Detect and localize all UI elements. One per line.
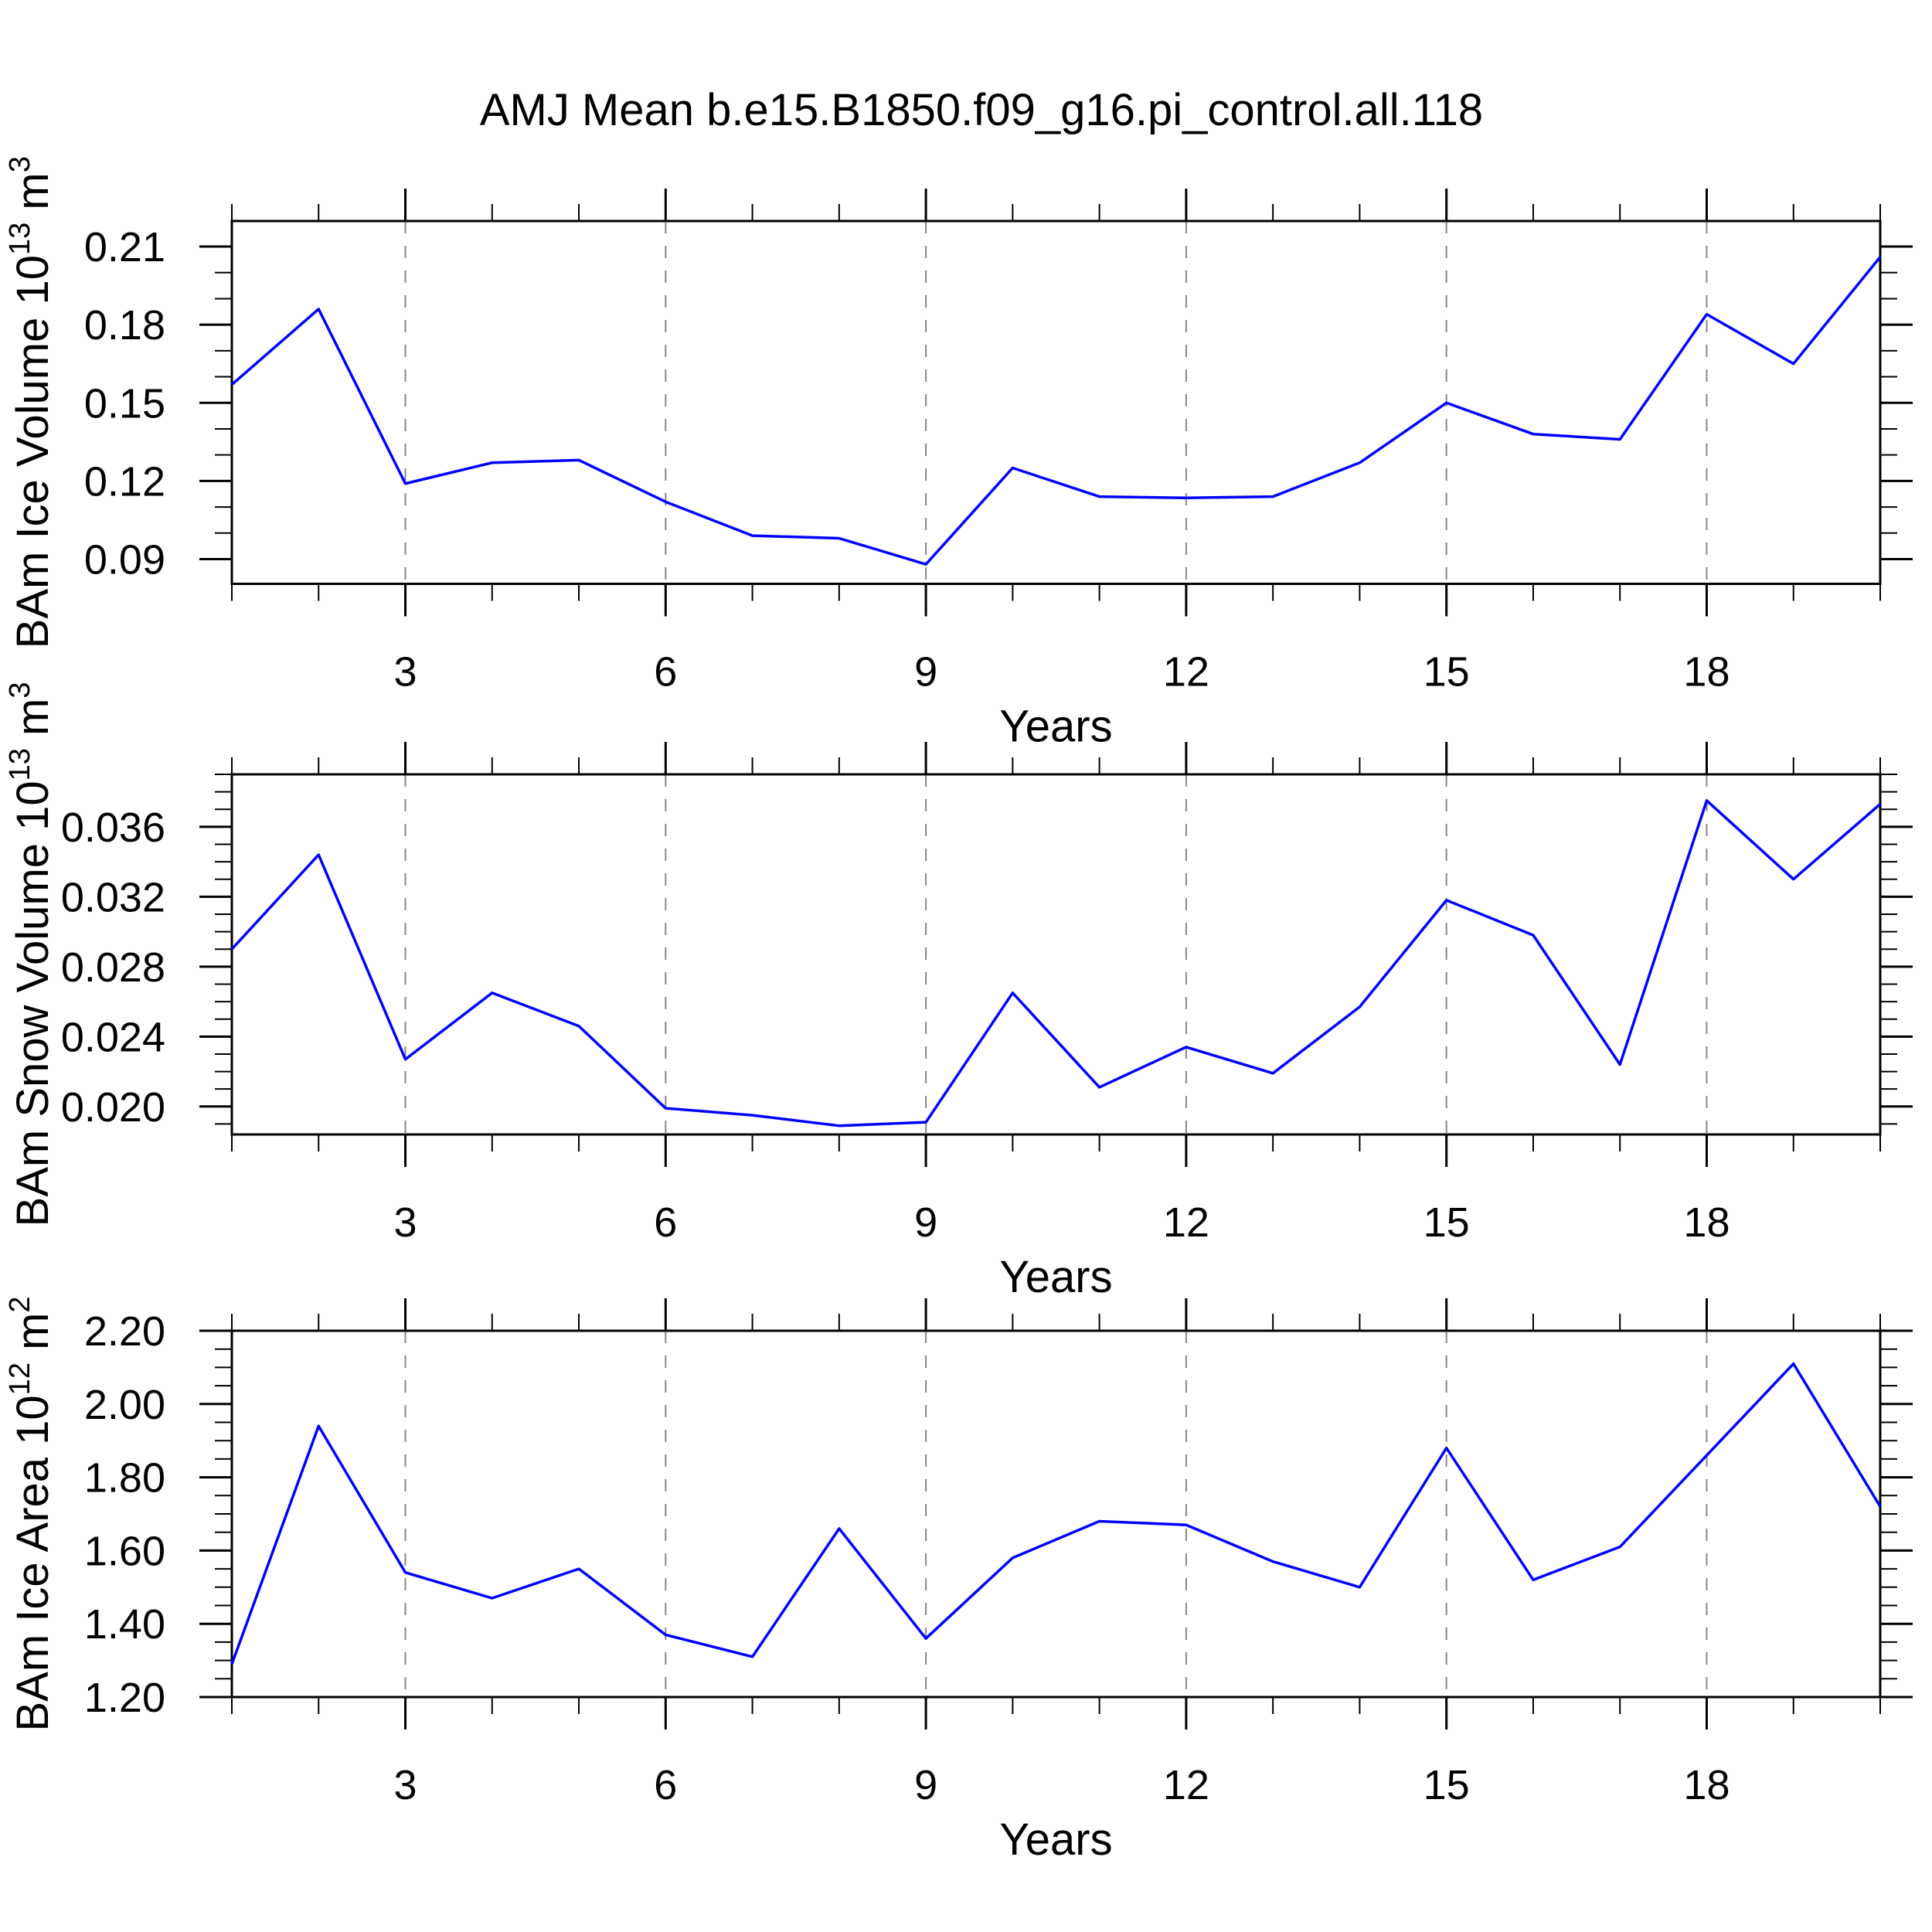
y-axis-title-superscript: 13 [4, 223, 36, 255]
y-axis-title-text: BAm Ice Volume 10 [8, 255, 58, 648]
y-axis-ticks [199, 245, 1913, 560]
x-axis-ticks [231, 742, 1881, 1167]
y-axis-ticks [199, 1329, 1913, 1699]
y-axis-ticks [199, 774, 1913, 1125]
x-tick-label: 6 [654, 649, 677, 696]
y-axis-title-text: BAm Ice Area 10 [8, 1395, 58, 1731]
x-tick-label: 9 [914, 1762, 937, 1808]
y-axis-tick-labels: 0.020 0.024 0.028 0.032 0.036 [61, 804, 165, 1131]
y-axis-title-superscript: 12 [4, 1362, 36, 1395]
y-axis-title-text: m [8, 172, 58, 222]
x-axis-title: Years [999, 702, 1112, 752]
x-tick-label: 3 [394, 1199, 417, 1246]
y-tick-label: 0.18 [84, 302, 165, 349]
y-tick-label: 2.20 [84, 1308, 165, 1355]
y-tick-label: 0.21 [84, 224, 165, 270]
y-axis-title: BAm Ice Volume 1013 m3 [4, 156, 58, 648]
x-gridlines [404, 774, 1708, 1134]
x-axis-ticks [231, 1298, 1881, 1730]
y-axis-title-superscript: 13 [4, 748, 36, 781]
plot-frame [230, 1329, 1882, 1699]
data-line-ice-area [230, 1362, 1882, 1665]
x-tick-label: 3 [394, 1762, 417, 1808]
y-tick-label: 0.028 [61, 944, 165, 991]
x-tick-label: 9 [914, 1199, 937, 1246]
y-tick-label: 1.40 [84, 1601, 165, 1648]
y-axis-title-text: m [8, 699, 58, 748]
y-axis-title-superscript: 2 [4, 1296, 36, 1312]
x-tick-label: 15 [1423, 649, 1470, 696]
data-line-ice-volume [230, 256, 1882, 566]
panel-ice-area: 3 6 9 12 15 18 1.20 1.40 1.60 1.80 2.00 2.20 Years BA… [4, 1296, 1913, 1865]
x-tick-label: 3 [394, 649, 417, 696]
panel-snow-volume: 3 6 9 12 15 18 0.020 0.024 0.028 0.032 0.036 Years B… [4, 682, 1913, 1302]
x-gridlines [404, 221, 1708, 584]
x-tick-label: 18 [1683, 649, 1730, 696]
x-axis-tick-labels: 3 6 9 12 15 18 [394, 1762, 1730, 1808]
y-axis-title-text: m [8, 1313, 58, 1362]
x-axis-tick-labels: 3 6 9 12 15 18 [394, 1199, 1730, 1246]
data-line-snow-volume [230, 799, 1882, 1128]
y-tick-label: 1.60 [84, 1528, 165, 1574]
y-axis-title: BAm Snow Volume 1013 m3 [4, 682, 58, 1227]
x-tick-label: 9 [914, 649, 937, 696]
x-tick-label: 18 [1683, 1762, 1730, 1808]
x-axis-title: Years [999, 1815, 1112, 1865]
plot-frame [230, 773, 1882, 1136]
y-axis-title-superscript: 3 [4, 156, 36, 172]
panel-ice-volume: 3 6 9 12 15 18 0.09 0.12 0.15 0.18 0.21 Years BAm Ic… [4, 156, 1913, 752]
chart-title: AMJ Mean b.e15.B1850.f09_g16.pi_control.… [480, 85, 1483, 135]
y-tick-label: 0.032 [61, 874, 165, 920]
y-tick-label: 0.036 [61, 804, 165, 851]
x-axis-title: Years [999, 1252, 1112, 1302]
y-tick-label: 2.00 [84, 1382, 165, 1428]
x-axis-tick-labels: 3 6 9 12 15 18 [394, 649, 1730, 696]
y-tick-label: 0.024 [61, 1014, 165, 1060]
y-axis-title: BAm Ice Area 1012 m2 [4, 1296, 58, 1731]
y-tick-label: 1.80 [84, 1455, 165, 1502]
y-axis-tick-labels: 0.09 0.12 0.15 0.18 0.21 [84, 224, 165, 583]
x-gridlines [404, 1331, 1708, 1697]
panels-container: 3 6 9 12 15 18 0.09 0.12 0.15 0.18 0.21 Years BAm Ic… [4, 156, 1913, 1865]
x-axis-ticks [231, 189, 1881, 617]
y-tick-label: 0.15 [84, 380, 165, 427]
x-tick-label: 15 [1423, 1762, 1470, 1808]
y-tick-label: 0.12 [84, 458, 165, 505]
x-tick-label: 6 [654, 1199, 677, 1246]
x-tick-label: 12 [1163, 1199, 1209, 1246]
x-tick-label: 18 [1683, 1199, 1730, 1246]
y-axis-title-superscript: 3 [4, 682, 36, 699]
y-tick-label: 1.20 [84, 1675, 165, 1721]
plot-frame [230, 219, 1882, 585]
x-tick-label: 15 [1423, 1199, 1470, 1246]
y-tick-label: 0.020 [61, 1084, 165, 1131]
x-tick-label: 6 [654, 1762, 677, 1808]
x-tick-label: 12 [1163, 1762, 1209, 1808]
x-tick-label: 12 [1163, 649, 1209, 696]
y-axis-tick-labels: 1.20 1.40 1.60 1.80 2.00 2.20 [84, 1308, 165, 1721]
y-tick-label: 0.09 [84, 536, 165, 583]
y-axis-title-text: BAm Snow Volume 10 [8, 781, 58, 1226]
